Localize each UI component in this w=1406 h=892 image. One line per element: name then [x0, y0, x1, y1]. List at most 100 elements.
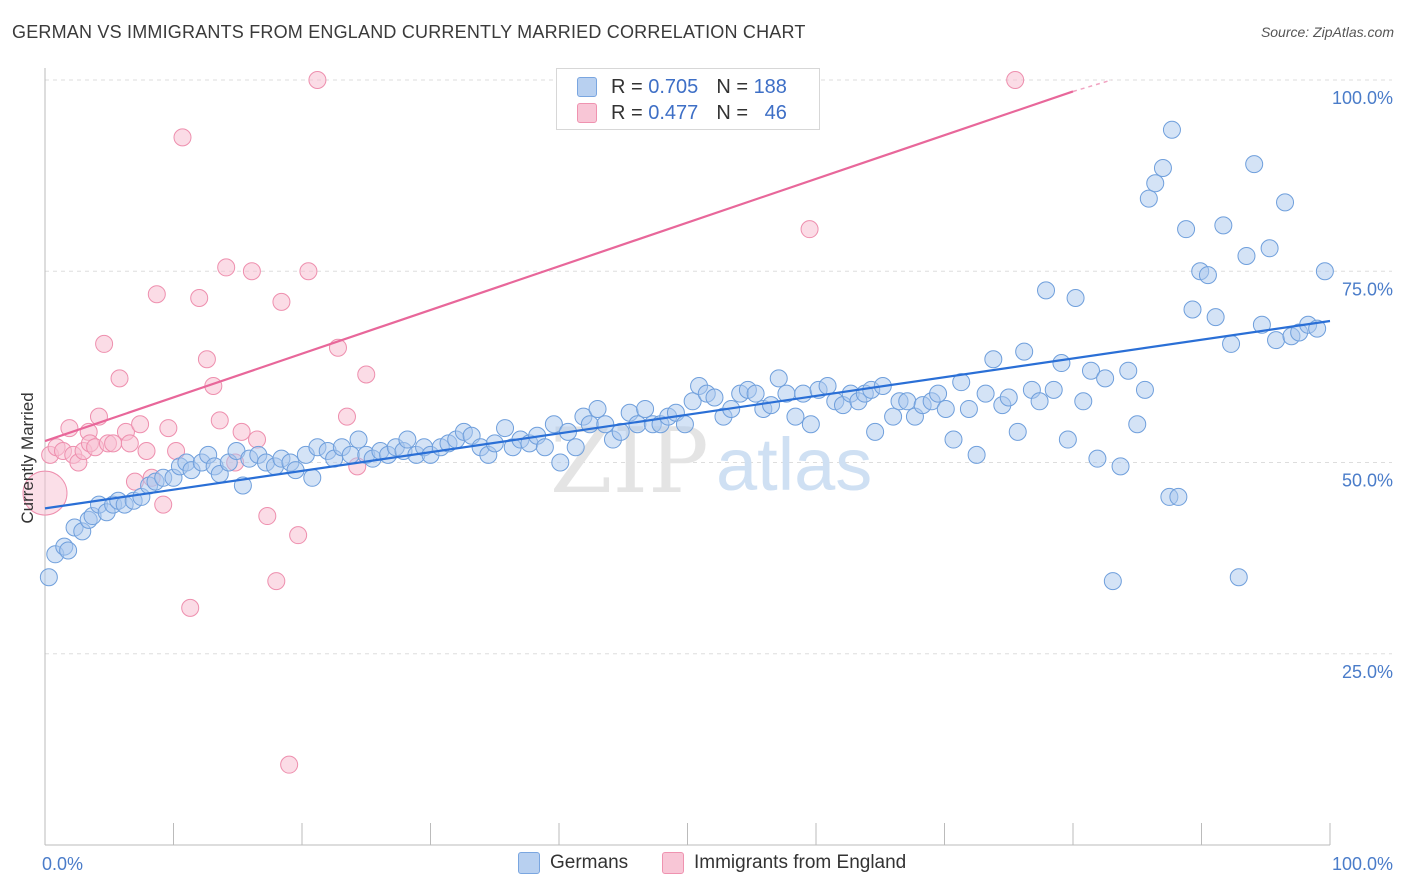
legend-n-value: 46 — [764, 101, 787, 124]
gridlines — [45, 79, 1392, 655]
england-point — [248, 430, 267, 449]
germans-point — [944, 430, 963, 449]
england-point — [258, 507, 277, 526]
germans-point — [675, 415, 694, 434]
england-point — [357, 365, 376, 384]
germans-point — [1111, 457, 1130, 476]
germans-point — [1058, 430, 1077, 449]
legend-label-germans: Germans — [550, 852, 629, 873]
germans-point — [1037, 281, 1056, 300]
germans-point — [303, 468, 322, 487]
legend-swatch-germans — [518, 852, 540, 874]
germans-point — [999, 388, 1018, 407]
legend-label-england: Immigrants from England — [694, 852, 907, 873]
correlation-legend: R = 0.705 N = 188 R = 0.477 N = 46 — [556, 68, 820, 130]
germans-point — [566, 438, 585, 457]
germans-point — [936, 399, 955, 418]
england-point — [95, 334, 114, 353]
y-tick-label: 25.0% — [1342, 662, 1393, 682]
legend-r-label: R = — [611, 75, 643, 98]
germans-point — [1177, 220, 1196, 239]
england-point — [22, 470, 68, 516]
y-axis-label: Currently Married — [18, 392, 37, 523]
germans-point — [1276, 193, 1295, 212]
germans-point — [1162, 120, 1181, 139]
germans-point — [1229, 568, 1248, 587]
source-label: Source: ZipAtlas.com — [1260, 24, 1394, 40]
england-point — [242, 262, 261, 281]
england-point — [154, 495, 173, 514]
england-point — [308, 71, 327, 89]
england-point — [800, 220, 819, 239]
england-trend-extension — [1072, 79, 1112, 93]
germans-point — [551, 453, 570, 472]
legend-swatch-england — [662, 852, 684, 874]
england-point — [120, 434, 139, 453]
germans-point — [1222, 334, 1241, 353]
y-tick-label: 50.0% — [1342, 471, 1393, 491]
germans-point — [1015, 342, 1034, 361]
germans-point — [1030, 392, 1049, 411]
germans-point — [786, 407, 805, 426]
germans-point — [1206, 308, 1225, 327]
legend-r-value: 0.705 — [648, 75, 699, 98]
england-point — [337, 407, 356, 426]
germans-point — [801, 415, 820, 434]
germans-point — [967, 445, 986, 464]
england-point — [137, 442, 156, 461]
england-point — [147, 285, 166, 304]
x-tick-label: 0.0% — [42, 854, 83, 874]
germans-point — [1214, 216, 1233, 235]
germans-point — [1074, 392, 1093, 411]
england-point — [159, 419, 178, 438]
legend-r-label: R = — [611, 101, 643, 124]
germans-point — [976, 384, 995, 403]
germans-point — [1260, 239, 1279, 258]
germans-point — [349, 430, 368, 449]
germans-point — [762, 396, 781, 415]
england-point — [190, 289, 209, 308]
germans-point — [1052, 354, 1071, 373]
legend-r-value: 0.477 — [648, 101, 699, 124]
england-point — [299, 262, 318, 281]
germans-point — [588, 399, 607, 418]
england-point — [272, 292, 291, 311]
germans-point — [398, 430, 417, 449]
legend-n-label: N = — [716, 75, 748, 98]
series-legend: Germans Immigrants from England — [0, 852, 1406, 878]
germans-trend-line — [44, 319, 1331, 510]
germans-point — [39, 568, 58, 587]
england-point — [131, 415, 150, 434]
germans-point — [1066, 289, 1085, 308]
legend-n-value: 188 — [753, 75, 787, 98]
germans-point — [1252, 315, 1271, 334]
germans-point — [1169, 487, 1188, 506]
germans-point — [1237, 246, 1256, 265]
series-germans-points — [39, 120, 1334, 591]
germans-point — [929, 384, 948, 403]
chart-title: GERMAN VS IMMIGRANTS FROM ENGLAND CURREN… — [12, 22, 806, 42]
germans-point — [535, 438, 554, 457]
germans-point — [1139, 189, 1158, 208]
germans-point — [1198, 266, 1217, 285]
trend-lines — [44, 79, 1331, 510]
germans-point — [1096, 369, 1115, 388]
germans-point — [884, 407, 903, 426]
england-point — [217, 258, 236, 277]
germans-point — [59, 541, 78, 560]
germans-point — [544, 415, 563, 434]
germans-point — [898, 392, 917, 411]
legend-swatch-germans — [577, 77, 597, 97]
germans-point — [1135, 380, 1154, 399]
germans-point — [769, 369, 788, 388]
legend-item-germans: Germans — [518, 852, 628, 874]
germans-point — [1119, 361, 1138, 380]
england-point — [197, 350, 216, 369]
y-tick-label: 75.0% — [1342, 279, 1393, 299]
england-point — [110, 369, 129, 388]
germans-point — [1128, 415, 1147, 434]
series-england-points — [22, 71, 1025, 774]
england-point — [210, 411, 229, 430]
germans-point — [628, 415, 647, 434]
